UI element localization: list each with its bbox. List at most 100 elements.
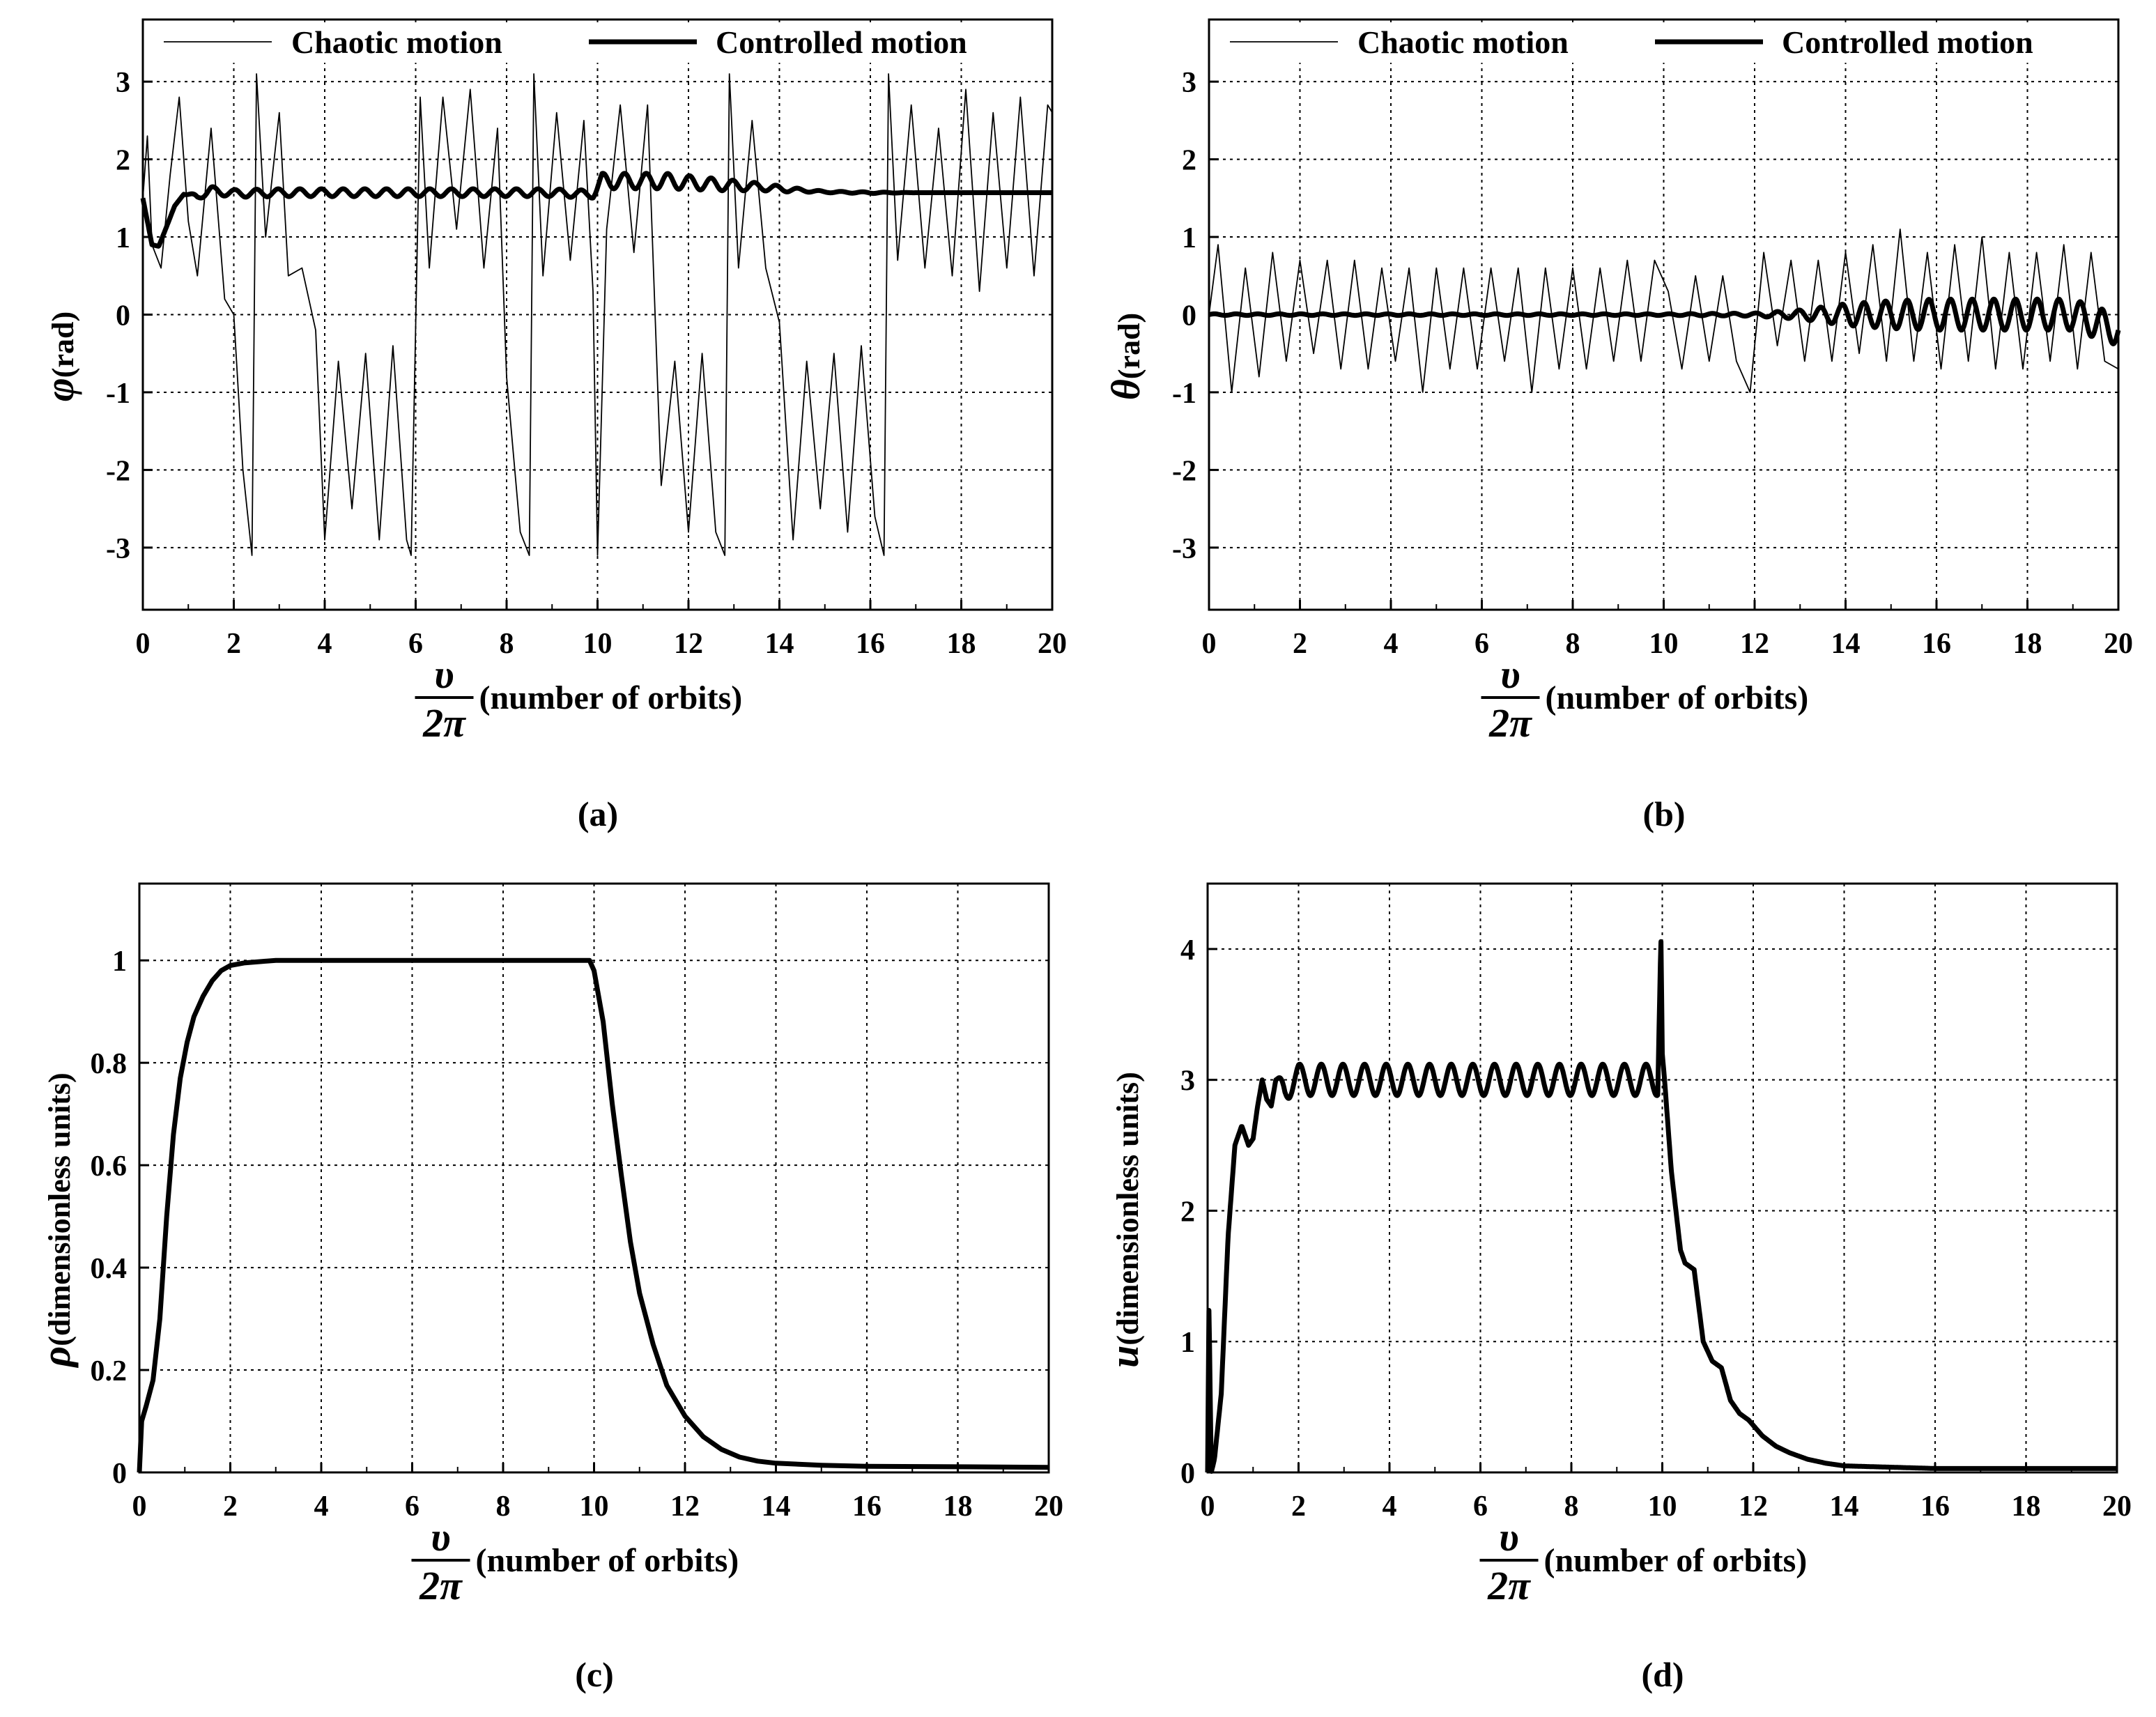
y-tick-label: -3 (1172, 533, 1196, 565)
y-tick-label: 0.2 (91, 1355, 128, 1387)
y-axis-label: u(dimensionless units) (1102, 1072, 1147, 1368)
legend-label-controlled: Controlled motion (716, 24, 967, 60)
x-tick-label: 20 (1034, 1491, 1063, 1523)
chaotic-motion-line (142, 73, 1053, 556)
x-axis-label-text: (number of orbits) (476, 1542, 739, 1579)
x-tick-label: 20 (1038, 628, 1067, 660)
x-tick-label: 14 (1830, 1491, 1859, 1523)
x-tick-label: 4 (314, 1491, 329, 1523)
x-tick-label: 6 (1473, 1491, 1488, 1523)
x-tick-label: 2 (223, 1491, 238, 1523)
x-tick-label: 16 (852, 1491, 881, 1523)
x-tick-label: 8 (496, 1491, 511, 1523)
x-axis-label-denominator: 2π (1488, 700, 1532, 746)
x-tick-label: 6 (1474, 628, 1489, 660)
y-tick-label: -2 (1172, 455, 1196, 487)
x-axis-label: υ2π (number of orbits) (415, 652, 743, 746)
y-tick-label: 3 (1180, 1065, 1195, 1098)
x-tick-label: 10 (1649, 628, 1679, 660)
x-tick-label: 14 (762, 1491, 791, 1523)
y-tick-label: -3 (106, 533, 130, 565)
x-tick-label: 10 (580, 1491, 609, 1523)
x-tick-label: 2 (1293, 628, 1307, 660)
y-tick-label: -1 (1172, 378, 1196, 410)
chaotic-motion-line (1208, 228, 2119, 393)
y-axis-label: φ(rad) (37, 311, 82, 401)
x-tick-label: 14 (1831, 628, 1861, 660)
rho-line (137, 957, 1049, 1473)
y-axis-symbol: ρ (33, 1346, 79, 1369)
y-tick-label: 3 (116, 67, 130, 99)
panel-label: (a) (578, 794, 618, 833)
x-axis-label-numerator: υ (431, 1514, 450, 1560)
x-tick-label: 2 (226, 628, 241, 660)
x-axis-label-denominator: 2π (419, 1563, 463, 1608)
x-tick-label: 0 (1201, 1491, 1215, 1523)
legend: Chaotic motion Controlled motion (146, 22, 1049, 63)
x-axis-label-text: (number of orbits) (1546, 679, 1809, 716)
x-tick-label: 0 (1202, 628, 1217, 660)
x-tick-label: 18 (2012, 1491, 2041, 1523)
x-tick-label: 8 (1566, 628, 1580, 660)
y-axis-label-text: ρ(dimensionless units) (33, 1072, 79, 1368)
x-axis-label-text: (number of orbits) (479, 679, 743, 716)
x-axis-label-denominator: 2π (1487, 1563, 1531, 1608)
legend: Chaotic motion Controlled motion (1212, 22, 2116, 63)
panel-label: (d) (1641, 1655, 1684, 1694)
x-tick-label: 18 (2013, 628, 2042, 660)
x-tick-label: 2 (1291, 1491, 1306, 1523)
x-axis-label-denominator: 2π (422, 700, 466, 746)
x-tick-label: 12 (670, 1491, 700, 1523)
x-tick-label: 14 (765, 628, 794, 660)
y-axis-symbol: φ (37, 378, 82, 401)
panel-label: (c) (575, 1655, 614, 1694)
y-tick-label: 2 (116, 145, 130, 177)
x-tick-label: 8 (500, 628, 514, 660)
y-tick-label: -1 (106, 378, 130, 410)
y-tick-label: 2 (1180, 1196, 1195, 1228)
x-axis-label: υ2π (number of orbits) (1479, 1514, 1808, 1608)
y-tick-label: 1 (1182, 222, 1196, 254)
x-axis-label-text: (number of orbits) (1544, 1542, 1808, 1579)
panel-c-rho-chart: 0 2 4 6 8 10 12 14 16 18 20 0 0.2 0.4 0.6 0.8 1 υ2π (numbe… (33, 882, 1063, 1694)
controlled-motion-line (140, 171, 1054, 249)
y-tick-label: 0 (1182, 300, 1196, 332)
y-tick-label: 0.8 (91, 1048, 128, 1080)
controlled-motion-line (1207, 296, 2121, 346)
x-tick-label: 6 (408, 628, 423, 660)
x-tick-label: 18 (947, 628, 976, 660)
x-tick-label: 16 (856, 628, 885, 660)
x-tick-label: 10 (583, 628, 613, 660)
y-tick-label: 1 (1180, 1327, 1195, 1359)
x-tick-label: 12 (674, 628, 703, 660)
y-tick-label: 4 (1180, 934, 1195, 967)
x-tick-label: 10 (1648, 1491, 1677, 1523)
x-tick-label: 0 (132, 1491, 147, 1523)
y-tick-label: 3 (1182, 67, 1196, 99)
x-axis-label-numerator: υ (1500, 652, 1520, 697)
y-axis-label-text: θ(rad) (1103, 313, 1148, 400)
y-tick-label: 0.6 (91, 1150, 128, 1183)
y-tick-label: 1 (116, 222, 130, 254)
y-axis-label: θ(rad) (1103, 313, 1148, 400)
x-tick-label: 4 (1383, 1491, 1397, 1523)
u-line (1205, 939, 2119, 1474)
y-axis-units: (rad) (1112, 313, 1146, 379)
y-axis-units: (dimensionless units) (43, 1072, 77, 1346)
y-tick-label: -2 (106, 455, 130, 487)
y-axis-label-text: u(dimensionless units) (1102, 1072, 1147, 1368)
x-tick-label: 0 (136, 628, 151, 660)
legend-label-controlled: Controlled motion (1782, 24, 2033, 60)
panel-label: (b) (1642, 794, 1685, 833)
x-tick-label: 6 (405, 1491, 419, 1523)
x-tick-label: 4 (1384, 628, 1399, 660)
x-axis-label-numerator: υ (1499, 1514, 1518, 1560)
legend-label-chaotic: Chaotic motion (291, 24, 502, 60)
y-axis-units: (dimensionless units) (1111, 1072, 1145, 1345)
x-tick-label: 16 (1920, 1491, 1950, 1523)
x-tick-label: 16 (1922, 628, 1951, 660)
x-tick-label: 20 (2102, 1491, 2132, 1523)
